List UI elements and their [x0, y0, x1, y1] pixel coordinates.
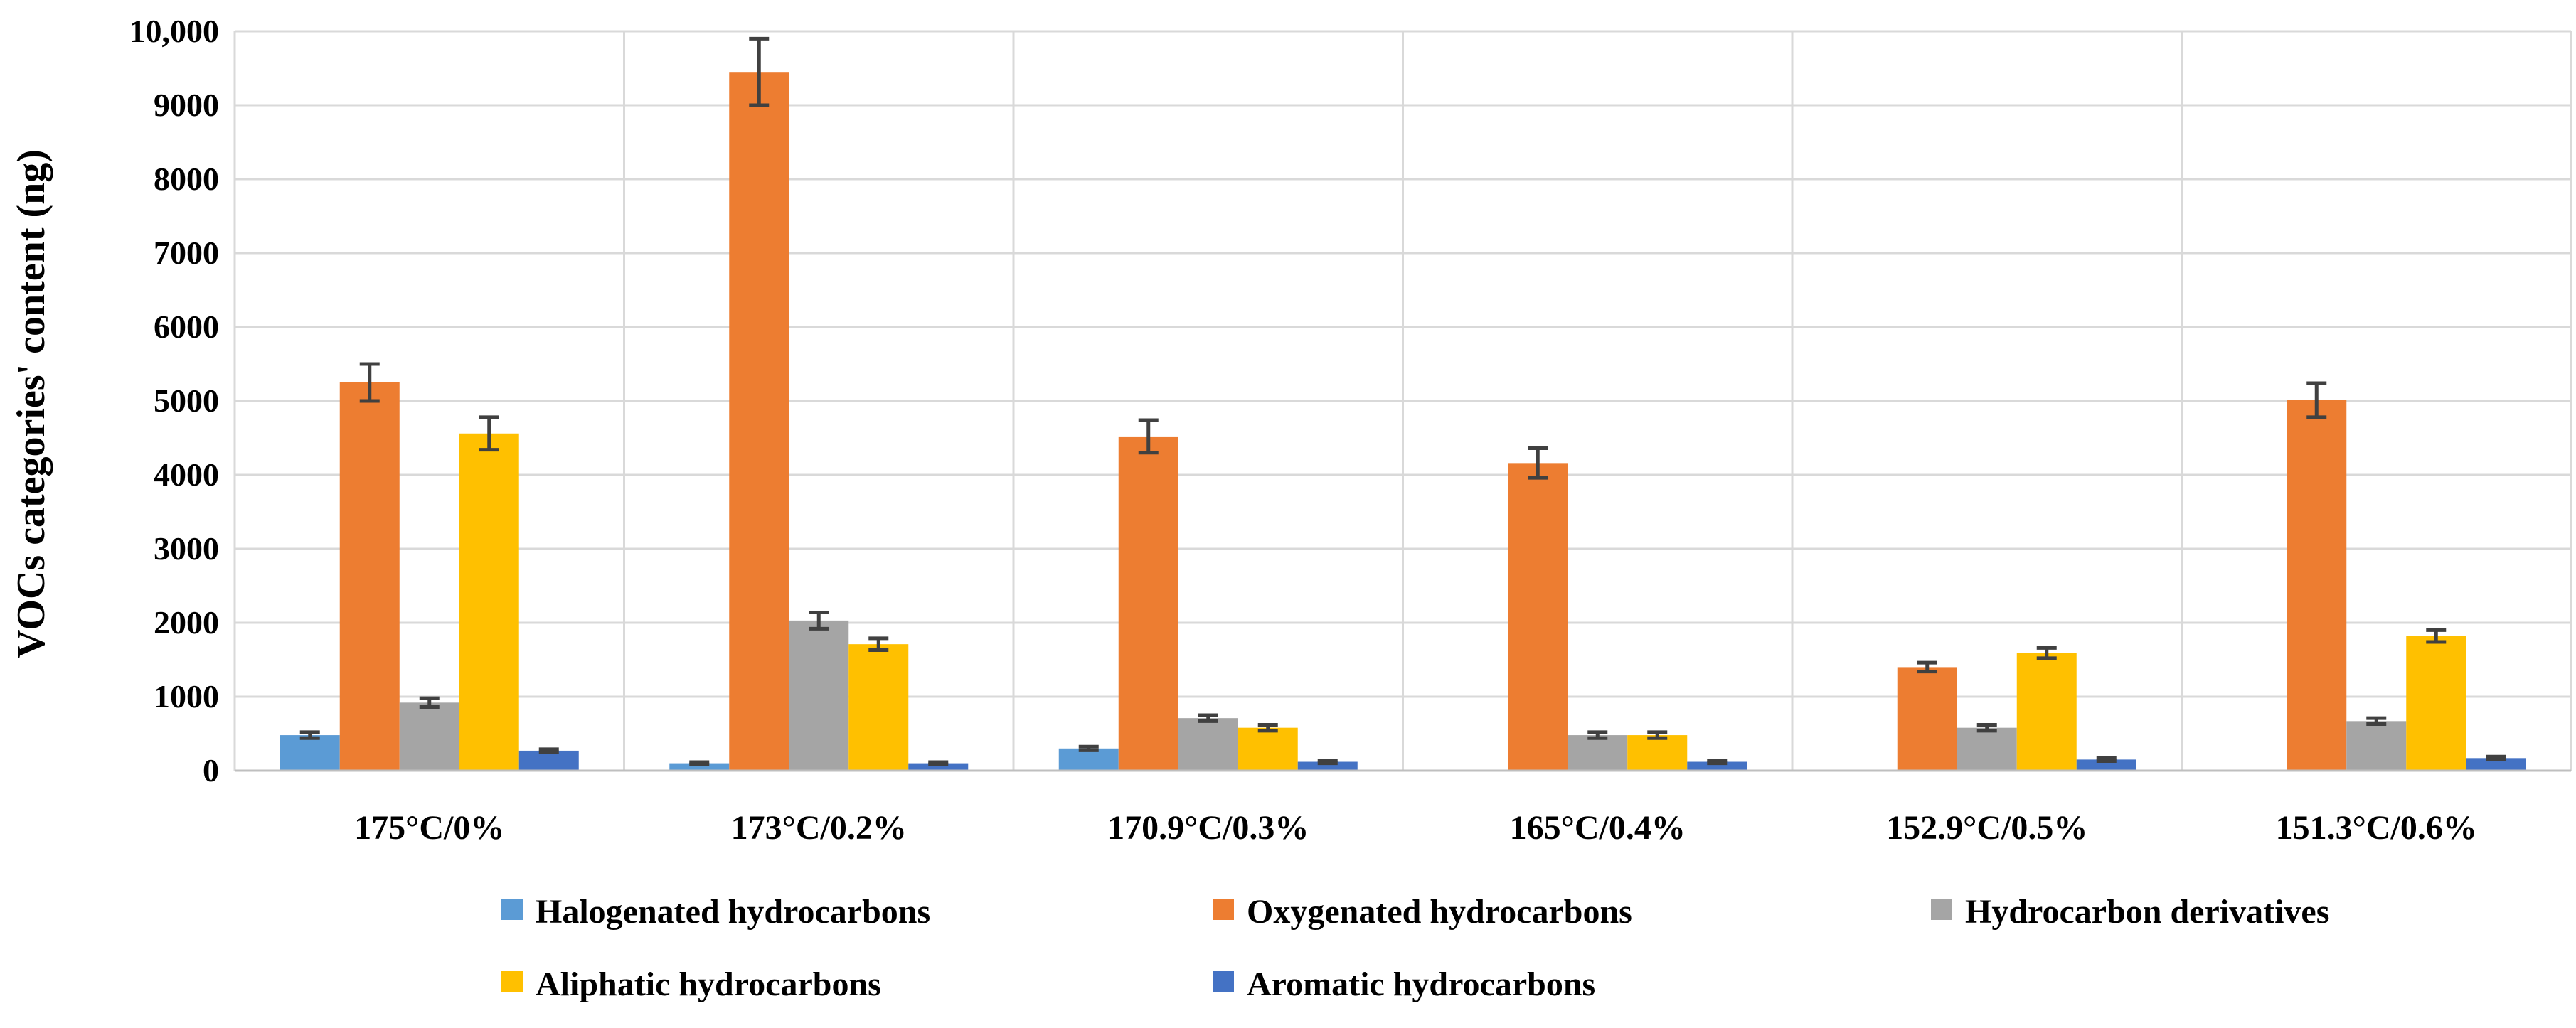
bar-aliphatic-hydrocarbons — [2016, 653, 2077, 771]
y-tick-label: 4000 — [154, 456, 219, 493]
legend-swatch-aromatic-hydrocarbons — [1213, 971, 1234, 992]
bar-oxygenated-hydrocarbons — [1897, 667, 1957, 771]
bar-halogenated-hydrocarbons — [280, 735, 340, 771]
legend-label-aromatic-hydrocarbons: Aromatic hydrocarbons — [1247, 965, 1595, 1003]
bar-halogenated-hydrocarbons — [1058, 748, 1119, 771]
bar-aliphatic-hydrocarbons — [459, 433, 519, 771]
x-tick-label: 165°C/0.4% — [1510, 809, 1686, 847]
bar-aliphatic-hydrocarbons — [2406, 636, 2466, 771]
bar-oxygenated-hydrocarbons — [1118, 436, 1178, 771]
bar-hydrocarbon-derivatives — [2346, 721, 2407, 771]
legend-label-halogenated-hydrocarbons: Halogenated hydrocarbons — [536, 893, 930, 931]
bar-hydrocarbon-derivatives — [1957, 727, 2017, 771]
x-tick-label: 170.9°C/0.3% — [1107, 809, 1309, 847]
y-tick-label: 8000 — [154, 161, 219, 197]
bar-halogenated-hydrocarbons — [669, 763, 730, 771]
y-tick-label: 1000 — [154, 678, 219, 714]
legend-label-hydrocarbon-derivatives: Hydrocarbon derivatives — [1965, 893, 2329, 931]
legend-swatch-halogenated-hydrocarbons — [501, 899, 523, 920]
bar-aliphatic-hydrocarbons — [848, 644, 909, 771]
legend-swatch-oxygenated-hydrocarbons — [1213, 899, 1234, 920]
y-tick-label: 7000 — [154, 235, 219, 271]
y-tick-label: 10,000 — [129, 13, 220, 49]
x-tick-label: 151.3°C/0.6% — [2276, 809, 2477, 847]
gridlines — [233, 30, 2572, 771]
x-tick-label: 173°C/0.2% — [731, 809, 907, 847]
bar-aromatic-hydrocarbons — [2466, 758, 2526, 771]
legend: Halogenated hydrocarbons Oxygenated hydro… — [501, 893, 2329, 1003]
y-axis-title: VOCs categories' content (ng) — [9, 149, 53, 658]
bar-aromatic-hydrocarbons — [1297, 761, 1358, 771]
bar-hydrocarbon-derivatives — [789, 620, 849, 771]
x-tick-label: 152.9°C/0.5% — [1886, 809, 2087, 847]
bar-aromatic-hydrocarbons — [518, 750, 579, 771]
bar-oxygenated-hydrocarbons — [339, 382, 400, 771]
bar-hydrocarbon-derivatives — [1568, 735, 1628, 771]
axis-labels: 0 1000 2000 3000 4000 5000 6000 7000 8000 9000 10,… — [129, 13, 2477, 847]
legend-label-oxygenated-hydrocarbons: Oxygenated hydrocarbons — [1247, 893, 1632, 931]
bar-hydrocarbon-derivatives — [1178, 718, 1238, 771]
y-tick-label: 5000 — [154, 382, 219, 419]
bars — [280, 36, 2526, 771]
y-tick-label: 2000 — [154, 604, 219, 641]
bar-aromatic-hydrocarbons — [908, 763, 969, 771]
y-tick-label: 0 — [203, 752, 219, 788]
legend-swatch-hydrocarbon-derivatives — [1931, 899, 1952, 920]
bar-aromatic-hydrocarbons — [1687, 761, 1747, 771]
bar-aliphatic-hydrocarbons — [1627, 735, 1688, 771]
bar-hydrocarbon-derivatives — [399, 702, 459, 771]
y-tick-label: 6000 — [154, 309, 219, 345]
x-tick-label: 175°C/0% — [354, 809, 504, 847]
y-tick-label: 3000 — [154, 530, 219, 567]
legend-label-aliphatic-hydrocarbons: Aliphatic hydrocarbons — [536, 965, 881, 1003]
y-tick-label: 9000 — [154, 87, 219, 123]
legend-swatch-aliphatic-hydrocarbons — [501, 971, 523, 992]
bar-oxygenated-hydrocarbons — [729, 72, 789, 771]
bar-aliphatic-hydrocarbons — [1238, 727, 1298, 771]
bar-oxygenated-hydrocarbons — [1508, 463, 1568, 771]
bar-oxygenated-hydrocarbons — [2287, 400, 2347, 771]
bar-aromatic-hydrocarbons — [2076, 759, 2136, 771]
